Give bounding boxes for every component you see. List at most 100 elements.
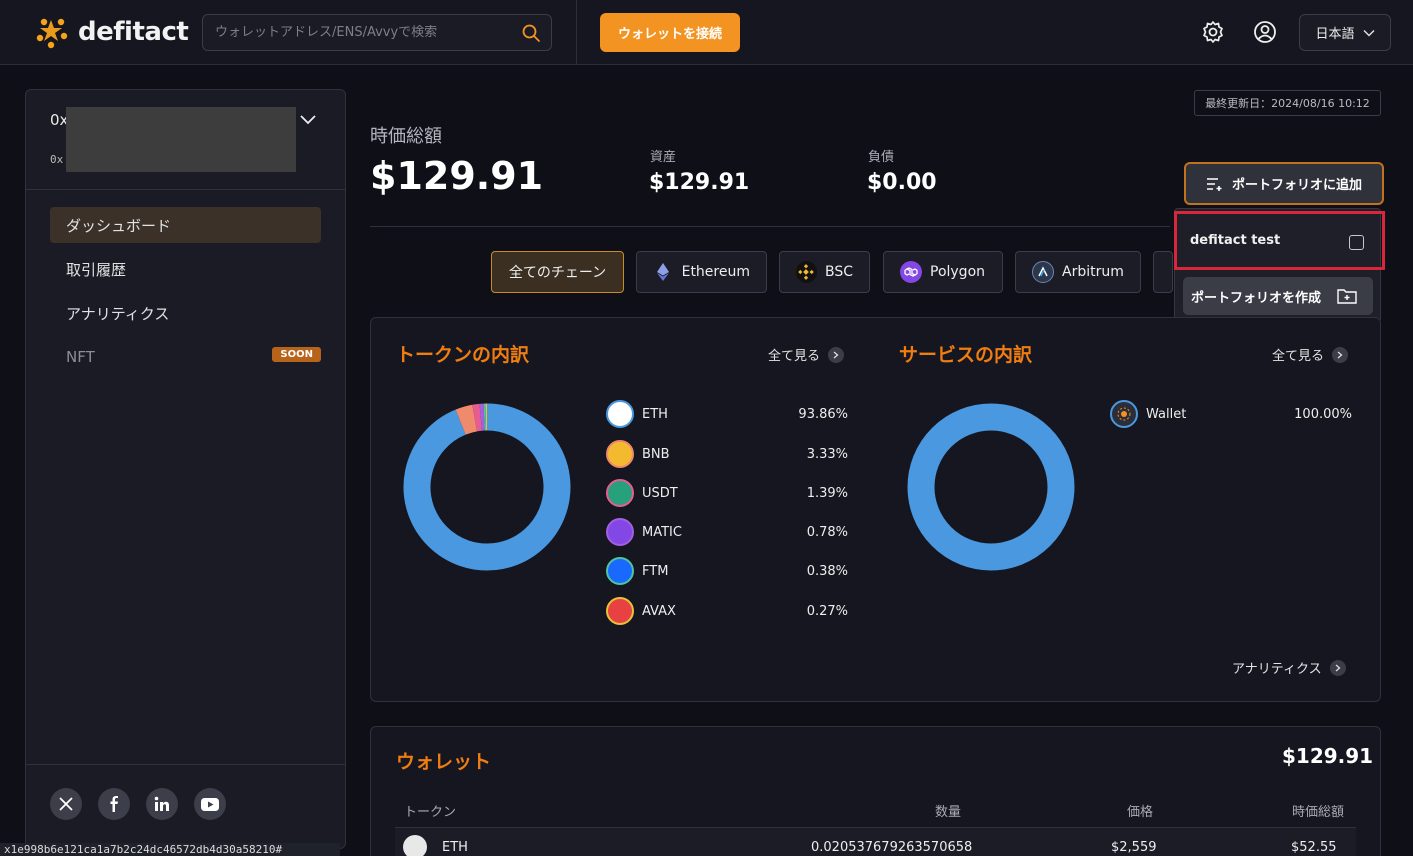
search-box[interactable] — [202, 14, 552, 51]
logo-text: defitact — [78, 17, 189, 47]
service-name: Wallet — [1146, 406, 1187, 422]
token-pct: 0.78% — [806, 524, 848, 540]
chain-filter-label: Ethereum — [681, 264, 750, 280]
token-name: FTM — [642, 563, 669, 579]
sidebar-item-label: NFT — [66, 348, 95, 366]
search-icon[interactable] — [521, 23, 541, 43]
sidebar-item-history[interactable]: 取引履歴 — [50, 251, 321, 287]
wallet-total: $129.91 — [1282, 744, 1374, 768]
usdt-icon — [606, 479, 634, 507]
breakdown-card — [370, 317, 1381, 702]
x-twitter-icon[interactable] — [50, 788, 82, 820]
avax-icon — [606, 597, 634, 625]
service-see-all-link[interactable]: 全て見る — [1272, 345, 1349, 364]
token-name: USDT — [642, 485, 678, 501]
search-input[interactable] — [203, 25, 521, 40]
token-name: BNB — [642, 446, 670, 462]
top-bar: defitact ウォレットを接続 日本語 — [0, 0, 1413, 65]
column-header-token: トークン — [404, 805, 457, 820]
list-add-icon — [1206, 177, 1222, 191]
arbitrum-icon — [1032, 261, 1054, 283]
service-row: Wallet 100.00% — [1110, 400, 1352, 428]
chevron-down-icon — [1362, 29, 1375, 37]
chain-filter-arbitrum[interactable]: Arbitrum — [1015, 251, 1141, 293]
market-cap-label: 時価総額 — [370, 126, 442, 147]
donut-slice-eth — [403, 403, 571, 571]
liabilities-label: 負債 — [868, 150, 895, 165]
linkedin-icon[interactable] — [146, 788, 178, 820]
token-row: MATIC 0.78% — [606, 518, 848, 546]
service-donut-chart — [907, 403, 1075, 571]
token-pct: 0.27% — [806, 603, 848, 619]
chain-filter-bsc[interactable]: BSC — [779, 251, 870, 293]
token-see-all-link[interactable]: 全て見る — [768, 345, 845, 364]
chain-filter-ethereum[interactable]: Ethereum — [636, 251, 767, 293]
donut-slice-wallet — [907, 403, 1075, 571]
bnb-icon — [606, 440, 634, 468]
logo[interactable]: defitact — [34, 14, 189, 50]
market-cap-value: $129.91 — [370, 154, 544, 198]
sidebar-item-label: アナリティクス — [66, 304, 170, 323]
chain-filter-polygon[interactable]: Polygon — [883, 251, 1003, 293]
sidebar-item-nft: NFT SOON — [50, 339, 321, 375]
create-portfolio-label: ポートフォリオを作成 — [1191, 290, 1322, 306]
liabilities-value: $0.00 — [867, 170, 937, 195]
chain-filter-label: Arbitrum — [1062, 264, 1124, 280]
token-breakdown-title: トークンの内訳 — [396, 344, 530, 366]
sidebar-item-dashboard[interactable]: ダッシュボード — [50, 207, 321, 243]
see-all-label: 全て見る — [768, 349, 821, 364]
token-row: FTM 0.38% — [606, 557, 848, 585]
token-name: AVAX — [642, 603, 676, 619]
token-donut-chart — [403, 403, 571, 571]
row-price: $2,559 — [1111, 840, 1157, 855]
token-pct: 1.39% — [806, 485, 848, 501]
wallet-service-icon — [1110, 400, 1138, 428]
token-row: USDT 1.39% — [606, 479, 848, 507]
analytics-link[interactable]: アナリティクス — [1232, 658, 1346, 677]
column-header-quantity: 数量 — [935, 805, 962, 820]
token-pct: 0.38% — [806, 563, 848, 579]
youtube-icon[interactable] — [194, 788, 226, 820]
token-row: AVAX 0.27% — [606, 597, 848, 625]
portfolio-option-label: defitact test — [1190, 233, 1281, 248]
token-pct: 3.33% — [806, 446, 848, 462]
divider — [576, 0, 577, 65]
analytics-link-label: アナリティクス — [1232, 662, 1322, 677]
token-name: MATIC — [642, 524, 682, 540]
language-label: 日本語 — [1315, 27, 1355, 42]
add-to-portfolio-button[interactable]: ポートフォリオに追加 — [1184, 162, 1384, 205]
sidebar-item-label: ダッシュボード — [66, 216, 172, 235]
gear-icon[interactable] — [1200, 19, 1226, 45]
ftm-icon — [606, 557, 634, 585]
row-quantity: 0.020537679263570658 — [811, 840, 973, 855]
chain-filter-more[interactable] — [1153, 251, 1173, 293]
donut-slice-bnb — [455, 404, 478, 435]
connect-wallet-button[interactable]: ウォレットを接続 — [600, 13, 740, 52]
add-to-portfolio-label: ポートフォリオに追加 — [1231, 178, 1362, 193]
portfolio-dropdown: defitact test ポートフォリオを作成 — [1174, 208, 1385, 323]
language-select[interactable]: 日本語 — [1299, 14, 1391, 51]
divider — [26, 764, 345, 765]
portfolio-option[interactable]: defitact test — [1174, 211, 1385, 270]
chevron-down-icon[interactable] — [298, 110, 318, 130]
sidebar: 0x 0x ダッシュボード 取引履歴 アナリティクス NFT SOON — [25, 89, 346, 849]
facebook-icon[interactable] — [98, 788, 130, 820]
chain-filter-all[interactable]: 全てのチェーン — [491, 251, 624, 293]
assets-value: $129.91 — [649, 170, 750, 195]
matic-icon — [606, 518, 634, 546]
create-portfolio-button[interactable]: ポートフォリオを作成 — [1183, 277, 1373, 315]
sidebar-item-analytics[interactable]: アナリティクス — [50, 295, 321, 331]
user-icon[interactable] — [1252, 19, 1278, 45]
token-row: BNB 3.33% — [606, 440, 848, 468]
table-row[interactable]: ETH 0.020537679263570658 $2,559 $52.55 — [395, 827, 1356, 856]
portfolio-checkbox[interactable] — [1349, 235, 1364, 250]
column-header-price: 価格 — [1127, 805, 1154, 820]
redacted-address — [66, 107, 296, 172]
sidebar-item-label: 取引履歴 — [66, 260, 127, 279]
account-selector[interactable]: 0x 0x — [26, 90, 345, 190]
polygon-icon — [900, 261, 922, 283]
soon-badge: SOON — [272, 347, 321, 362]
divider — [370, 226, 1170, 227]
assets-label: 資産 — [650, 150, 677, 165]
eth-icon — [606, 400, 634, 428]
